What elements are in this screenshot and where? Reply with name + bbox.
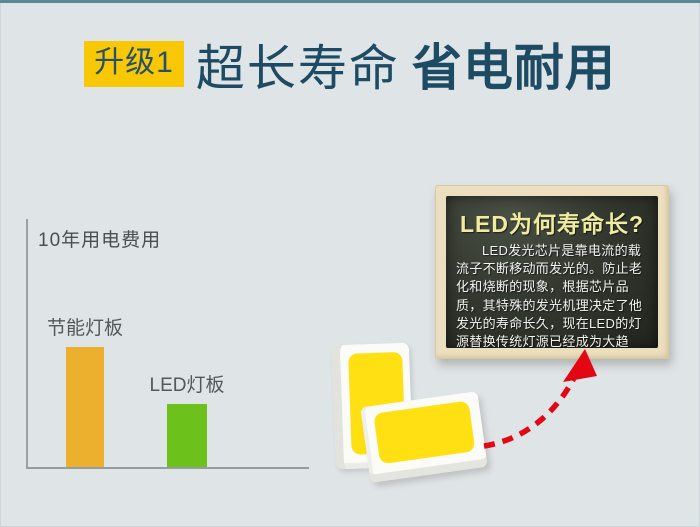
blackboard-frame: LED为何寿命长? LED发光芯片是靠电流的载流子不断移动而发光的。防止老化和烧… [435, 185, 669, 359]
blackboard-text: LED发光芯片是靠电流的载流子不断移动而发光的。防止老化和烧断的现象，根据芯片品… [456, 243, 643, 348]
blackboard-title: LED为何寿命长? [459, 211, 645, 237]
dashed-arrow-icon [483, 349, 597, 449]
upgrade-badge: 升级1 [84, 41, 184, 87]
bar-energy-saving [66, 347, 104, 467]
led-chip-front-face [373, 400, 476, 465]
dashed-arrow-head [563, 349, 597, 382]
dashed-arrow-curve [483, 370, 580, 449]
bar-group-led: LED灯板 [150, 370, 224, 467]
headline-bold: 省电耐用 [411, 40, 616, 96]
bar-label-energy-saving: 节能灯板 [47, 318, 124, 339]
top-accent-bar [0, 0, 700, 3]
bar-label-led: LED灯板 [149, 375, 225, 396]
blackboard: LED为何寿命长? LED发光芯片是靠电流的载流子不断移动而发光的。防止老化和烧… [446, 196, 658, 348]
header: 升级1 超长寿命 省电耐用 [0, 36, 700, 96]
bar-group-energy-saving: 节能灯板 [47, 313, 123, 467]
chart-title: 10年用电费用 [38, 230, 162, 251]
bar-led [167, 404, 207, 467]
bar-chart: 10年用电费用 节能灯板 LED灯板 [26, 219, 309, 469]
headline-light: 超长寿命 [195, 41, 400, 96]
